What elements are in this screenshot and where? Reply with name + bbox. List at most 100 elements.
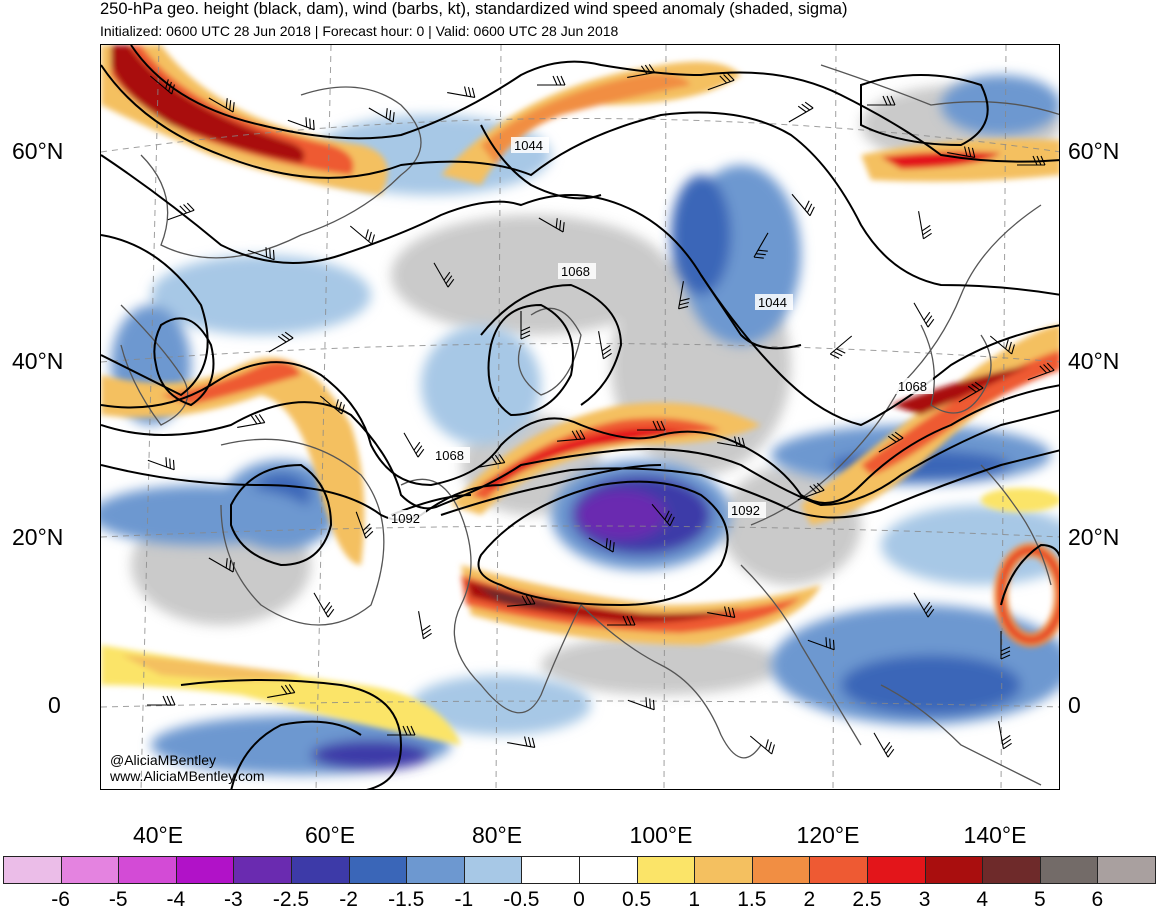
wind-barb [791, 193, 815, 217]
colorbar-cell [1097, 856, 1156, 884]
map-subtitle: Initialized: 0600 UTC 28 Jun 2018 | Fore… [100, 23, 619, 39]
colorbar-tick-label: -6 [51, 888, 70, 911]
lat-label-0-right: 0 [1068, 692, 1081, 718]
wind-barb [247, 247, 275, 261]
credit-website: www.AliciaMBentley.com [110, 768, 265, 784]
wind-barb [678, 281, 690, 310]
colorbar-tick-label: -0.5 [503, 888, 540, 911]
wind-barb [913, 302, 935, 328]
lon-label-80e: 80°E [471, 822, 523, 848]
colorbar-tick-label: 0 [573, 888, 585, 911]
colorbar-tick-label: 5 [1033, 888, 1046, 911]
wind-barb [167, 202, 195, 221]
contour-label-4: 1068 [898, 379, 927, 394]
colorbar-tick-label: -4 [166, 888, 186, 911]
colorbar-cell [694, 856, 753, 884]
wind-barb [149, 75, 175, 95]
wind-barb [147, 695, 176, 706]
lon-label-40e: 40°E [132, 822, 184, 848]
colorbar-tick-label: 1.5 [737, 888, 767, 911]
colorbar-tick-label: 2.5 [852, 888, 882, 911]
wind-barb [268, 331, 294, 353]
colorbar-tick-label: 0.5 [621, 888, 652, 911]
lon-label-100e: 100°E [629, 822, 693, 848]
lat-label-60-left: 60°N [12, 138, 64, 164]
wind-barb [753, 232, 769, 259]
colorbar-cell [291, 856, 350, 884]
wind-barb [355, 511, 374, 539]
lon-label-140e: 140°E [963, 822, 1027, 848]
wind-barb [1027, 362, 1055, 381]
wind-barb [627, 64, 656, 78]
wind-barb [607, 615, 636, 626]
lat-label-0-left: 0 [48, 692, 61, 718]
lon-label-120e: 120°E [796, 822, 860, 848]
credit-handle: @AliciaMBentley [110, 752, 217, 768]
wind-barb [807, 637, 835, 651]
wind-barb [1000, 631, 1011, 660]
contour-label-7: 1092 [731, 503, 760, 518]
wind-barb [237, 414, 266, 428]
lat-label-20-left: 20°N [12, 524, 64, 550]
wind-barb [313, 592, 335, 618]
colorbar-tick-label: 2 [803, 888, 816, 911]
colorbar-cell [348, 856, 408, 884]
wind-barb [878, 431, 904, 453]
wind-barb [319, 395, 345, 415]
wind-barb [507, 594, 536, 607]
colorbar-cell [463, 856, 523, 884]
lat-label-40-right: 40°N [1068, 348, 1120, 374]
wind-barb [873, 732, 895, 758]
anomaly-map: 1044 1068 1044 1068 1068 1092 1092 [101, 45, 1059, 789]
wind-barb [749, 735, 775, 755]
lat-label-60-right: 60°N [1068, 138, 1120, 164]
colorbar-tick-label: -3 [224, 888, 243, 911]
wind-barb [477, 454, 506, 468]
colorbar-cell [521, 856, 580, 884]
colorbar-cell [809, 856, 868, 884]
wind-barb [208, 97, 235, 113]
wind-barb [537, 75, 566, 86]
wind-barb [1017, 155, 1046, 166]
wind-barb [918, 211, 932, 240]
colorbar-cell [60, 856, 120, 884]
colorbar-tick-label: 3 [918, 888, 931, 911]
colorbar-cell [867, 856, 926, 884]
wind-barb [387, 725, 416, 736]
colorbar-cell [924, 856, 984, 884]
wind-barb [507, 736, 536, 748]
colorbar-tick-label: 4 [976, 888, 989, 911]
contour-label-5: 1068 [435, 448, 464, 463]
wind-barb [651, 503, 675, 527]
wind-barb [267, 684, 296, 698]
wind-barb [707, 606, 736, 618]
colorbar-tick-label: -2.5 [272, 888, 310, 911]
wind-barb [538, 217, 565, 233]
wind-barb [707, 72, 735, 91]
colorbar-tick-label: -1 [454, 888, 474, 911]
wind-barb [998, 721, 1012, 750]
wind-barb [627, 697, 655, 711]
lon-label-60e: 60°E [304, 822, 356, 848]
colorbar-cell [406, 856, 465, 884]
wind-barb [958, 381, 984, 403]
wind-barb [520, 311, 531, 340]
wind-barb [829, 335, 853, 359]
wind-barb [287, 117, 315, 131]
contour-label-6: 1092 [391, 511, 420, 526]
wind-barbs [147, 64, 1055, 758]
wind-barb [588, 537, 615, 553]
colorbar-cell [175, 856, 235, 884]
wind-barb [147, 457, 175, 471]
colorbar-cell [1039, 856, 1099, 884]
colorbar-cell [579, 856, 638, 884]
lat-label-40-left: 40°N [12, 348, 64, 374]
wind-barb [913, 592, 935, 618]
contour-labels: 1044 1068 1044 1068 1068 1092 1092 [388, 137, 933, 526]
wind-barb [368, 107, 395, 123]
wind-barb [418, 611, 432, 640]
wind-barb [433, 262, 455, 288]
contour-label-3: 1044 [758, 295, 787, 310]
colorbar-cell [982, 856, 1041, 884]
wind-barb [447, 86, 476, 98]
